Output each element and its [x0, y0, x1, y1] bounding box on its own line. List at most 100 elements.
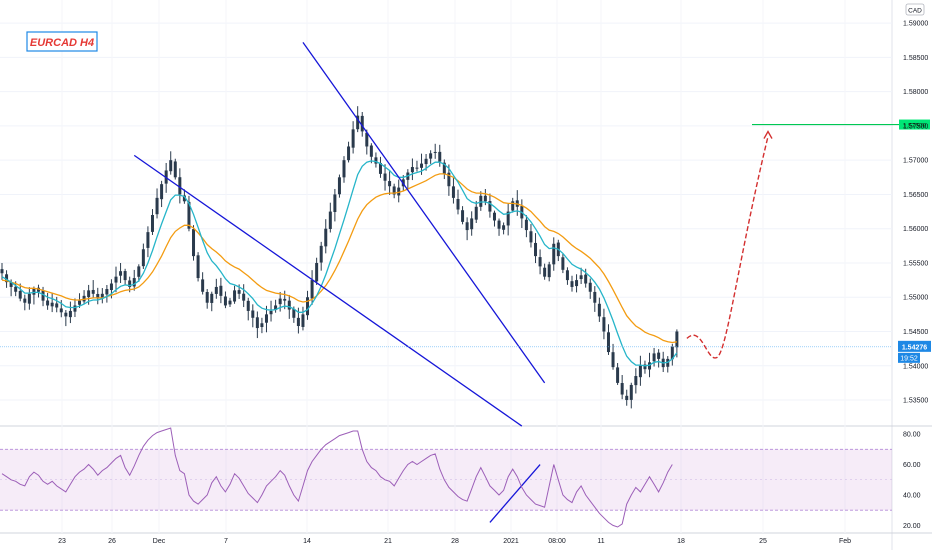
candle	[360, 112, 364, 137]
candle	[205, 289, 209, 309]
candle	[410, 158, 414, 181]
candle	[369, 143, 373, 164]
candle	[64, 310, 68, 327]
arrow-head	[763, 130, 773, 139]
candle	[406, 169, 410, 190]
candle	[160, 180, 164, 208]
candle	[105, 285, 109, 303]
candle	[492, 210, 496, 227]
candle	[55, 296, 59, 313]
candle	[196, 252, 200, 282]
target-price-label: 1.57500	[903, 123, 927, 130]
candle	[306, 290, 310, 320]
price-axis: 1.59000 1.58500 1.58000 1.57500 1.57000 1.565…	[903, 21, 928, 530]
candle	[342, 156, 346, 183]
candle	[123, 268, 127, 285]
candle	[538, 249, 542, 275]
price-tick-label: 1.57000	[903, 158, 928, 165]
candle	[328, 202, 332, 233]
trendlines	[133, 41, 546, 523]
candle	[661, 351, 665, 373]
time-tick-label: Feb	[839, 538, 851, 545]
candle	[82, 290, 86, 305]
candle	[228, 297, 232, 308]
candle	[565, 267, 569, 285]
candle	[68, 301, 72, 324]
candle	[529, 224, 533, 248]
candle	[429, 150, 433, 164]
candle	[214, 278, 218, 299]
price-tick-label: 1.54500	[903, 329, 928, 336]
projection-arrow[interactable]	[686, 136, 769, 359]
candle	[319, 241, 323, 271]
currency-badge[interactable]: CAD	[905, 3, 925, 16]
candle	[36, 284, 40, 298]
price-tick-label: 1.54000	[903, 363, 928, 370]
rsi-pane	[1, 427, 673, 528]
time-tick-label: 25	[759, 538, 767, 545]
price-tick-label: 1.58500	[903, 55, 928, 62]
time-axis: 23 26 Dec 7 14 21 28 2021 08:00 11 18 25 Feb	[58, 538, 851, 545]
candle	[511, 197, 515, 213]
candle	[324, 219, 328, 254]
candle	[46, 292, 50, 310]
candle	[593, 286, 597, 312]
time-tick-label: 2021	[503, 538, 519, 545]
candle	[255, 311, 259, 339]
candle	[447, 164, 451, 196]
candle	[543, 263, 547, 280]
candle	[597, 297, 601, 322]
candle	[634, 368, 638, 394]
candle	[50, 292, 54, 313]
countdown-label: 19:52	[900, 355, 918, 362]
candle	[178, 168, 182, 204]
time-tick-label: 21	[384, 538, 392, 545]
candle	[260, 317, 264, 334]
time-tick-label: 7	[224, 538, 228, 545]
price-tick-label: 1.58000	[903, 89, 928, 96]
candle	[269, 300, 273, 322]
candle	[606, 324, 610, 355]
countdown-badge	[898, 352, 920, 363]
rsi-band	[0, 448, 892, 511]
candle	[611, 343, 615, 370]
candle	[169, 151, 173, 175]
candle	[616, 363, 620, 385]
price-trendline[interactable]	[133, 154, 523, 427]
time-tick-label: 18	[677, 538, 685, 545]
rsi-tick-label: 40.00	[903, 492, 921, 499]
price-trendline[interactable]	[302, 41, 546, 384]
candle	[278, 291, 282, 312]
candle	[32, 286, 36, 305]
candle	[246, 297, 250, 321]
candle	[315, 257, 319, 285]
candle	[588, 278, 592, 299]
candles	[0, 106, 679, 409]
candle	[643, 360, 647, 374]
time-tick-label: 28	[451, 538, 459, 545]
candle	[465, 217, 469, 241]
ema-fast-line	[1, 160, 678, 367]
candle	[397, 179, 401, 203]
time-tick-label: 14	[303, 538, 311, 545]
candle	[233, 285, 237, 304]
candle	[378, 156, 382, 178]
candle	[442, 159, 446, 180]
candle	[96, 287, 100, 305]
rsi-trendline[interactable]	[489, 464, 541, 523]
candle	[223, 291, 227, 309]
candle	[670, 343, 674, 366]
candle	[433, 143, 437, 159]
candle	[620, 375, 624, 400]
candle	[657, 349, 661, 368]
candle	[100, 288, 104, 304]
candle	[392, 183, 396, 199]
symbol-title-box: EURCAD H4	[26, 31, 98, 52]
candle	[201, 272, 205, 295]
overlay: 1.57500 1.54276 19:52	[0, 119, 931, 363]
candle	[488, 193, 492, 218]
candle	[337, 174, 341, 198]
candle	[666, 356, 670, 373]
candle	[561, 254, 565, 274]
